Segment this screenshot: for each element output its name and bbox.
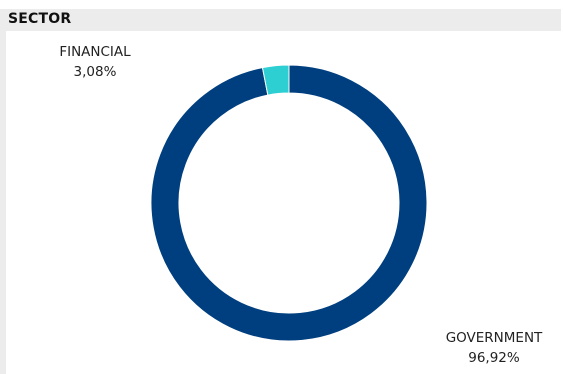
donut-slice-government[interactable] <box>150 64 428 342</box>
panel-left-border <box>0 31 6 374</box>
donut-slices <box>150 64 428 342</box>
slice-value-financial: 3,08% <box>74 64 117 80</box>
panel-header: SECTOR <box>0 9 561 31</box>
slice-value-government: 96,92% <box>468 350 520 366</box>
donut-labels: FINANCIAL 3,08% GOVERNMENT 96,92% <box>59 44 543 366</box>
donut-slice-financial[interactable] <box>261 64 290 96</box>
slice-label-government: GOVERNMENT <box>446 330 543 346</box>
panel-title: SECTOR <box>8 11 72 27</box>
slice-label-financial: FINANCIAL <box>59 44 131 60</box>
